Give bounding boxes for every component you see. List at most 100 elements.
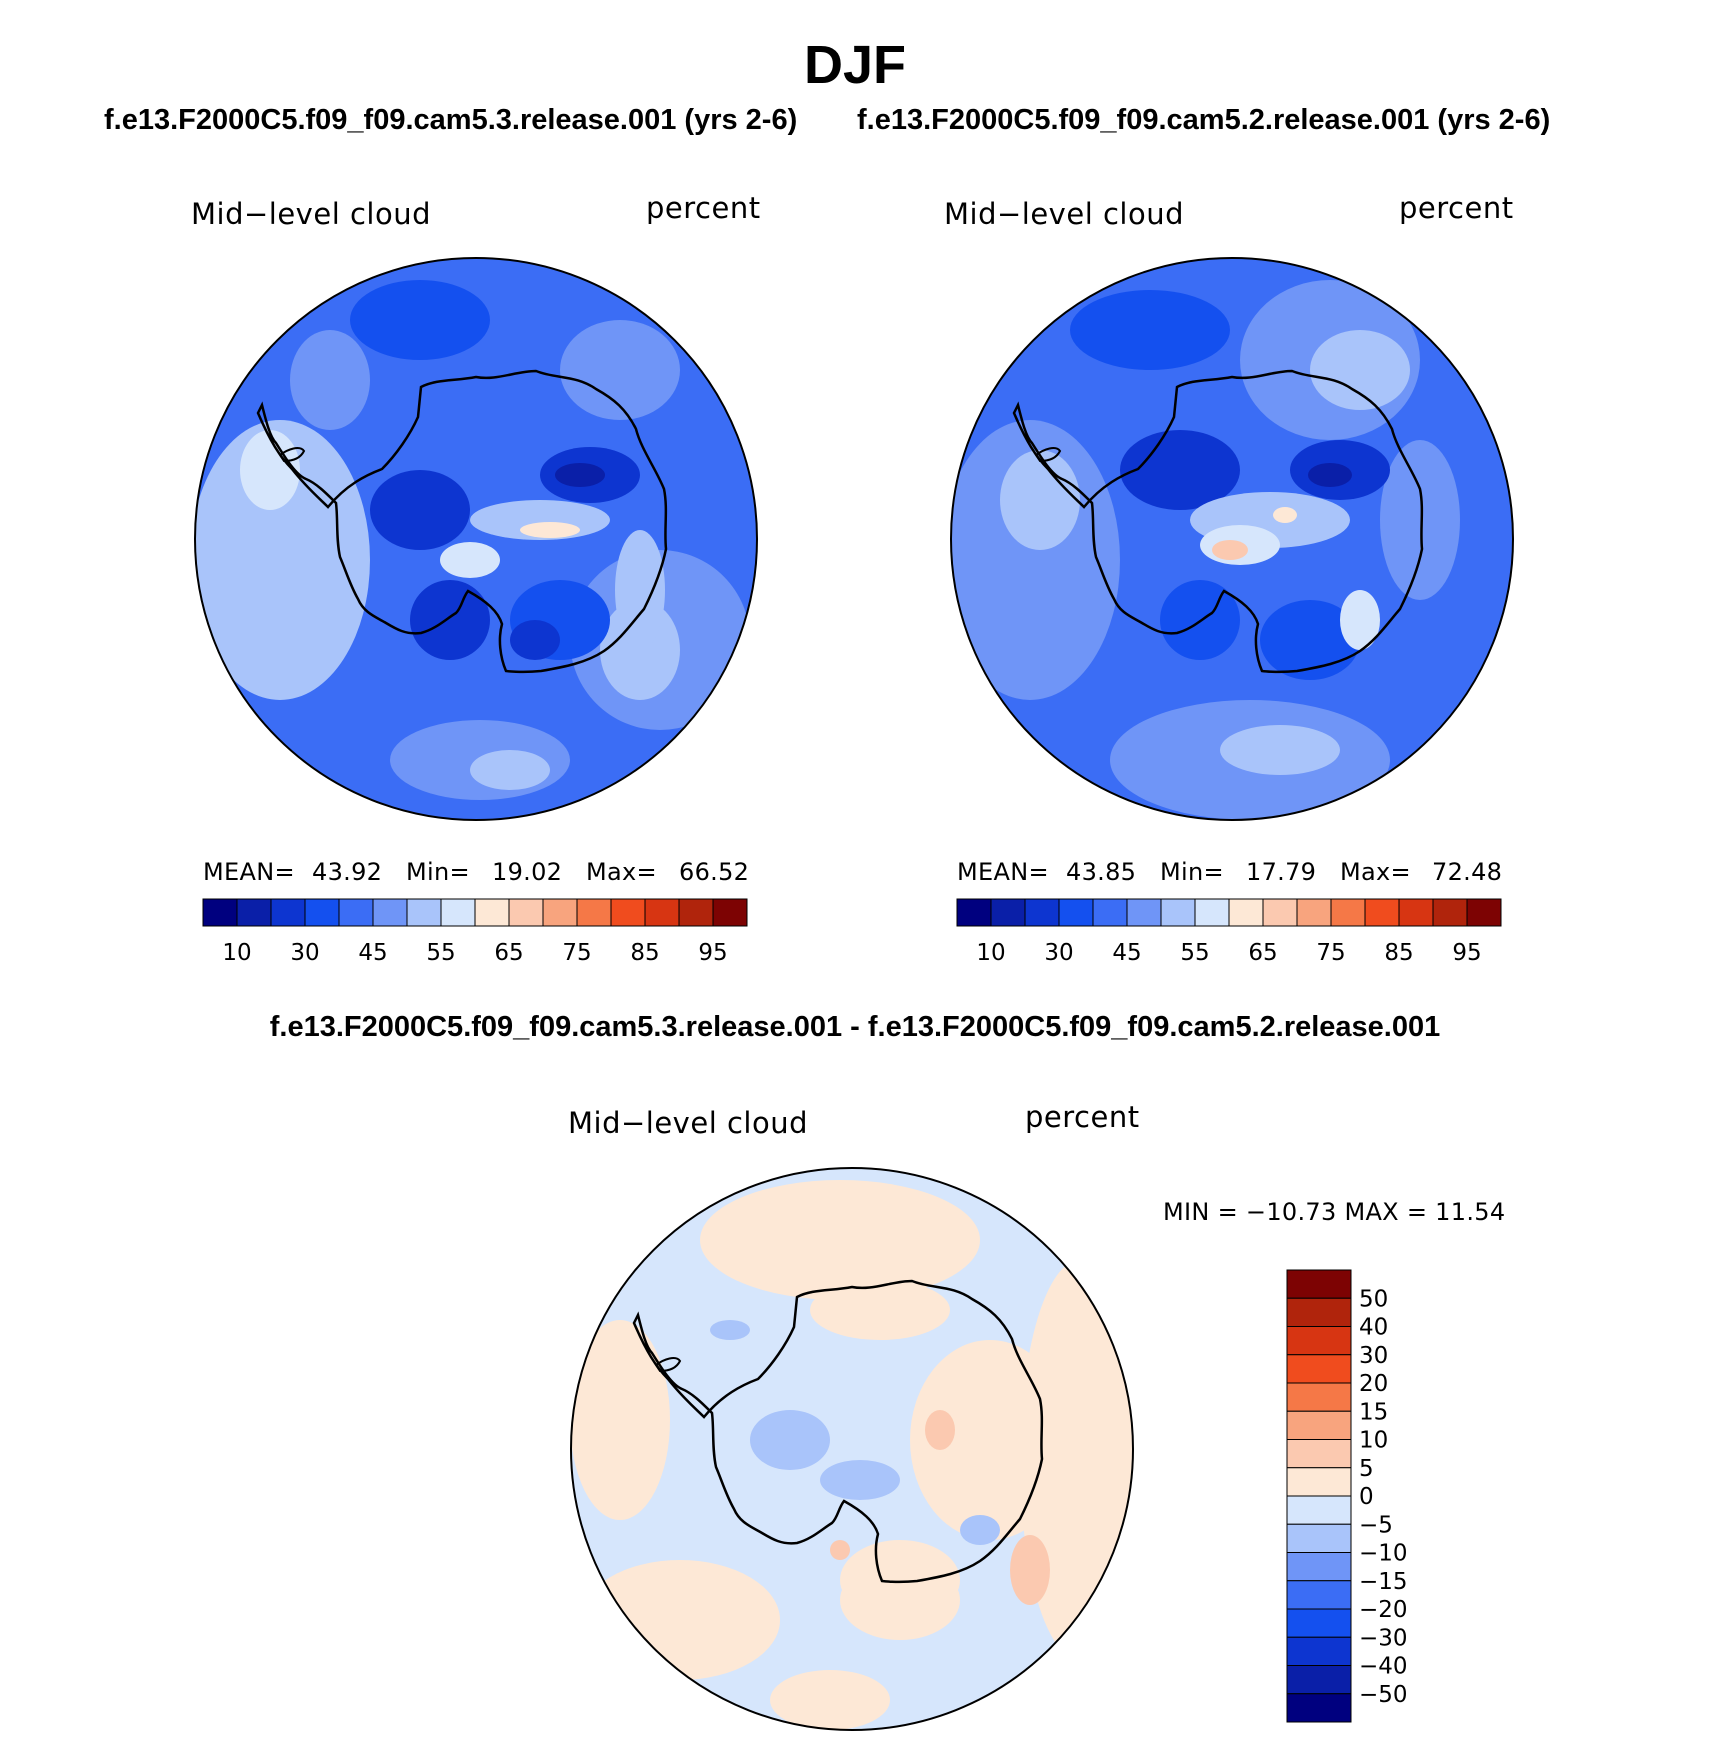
difference-colorbar-box <box>1286 1523 1352 1553</box>
panel2-colorbar-tick-label: 75 <box>1316 940 1345 966</box>
panel1-colorbar-box <box>270 898 306 927</box>
difference-colorbar-box <box>1286 1410 1352 1440</box>
panel1-colorbar-box <box>236 898 272 927</box>
panel1-mean-value: 43.92 <box>312 858 383 886</box>
panel2-max-value: 72.48 <box>1432 858 1503 886</box>
panel1-colorbar-box <box>440 898 476 927</box>
difference-colorbar-tick-label: 10 <box>1359 1428 1388 1454</box>
difference-colorbar-tick-label: −10 <box>1359 1541 1408 1567</box>
difference-minmax-text: MIN = −10.73 MAX = 11.54 <box>1163 1198 1506 1226</box>
panel2-colorbar-tick-label: 95 <box>1452 940 1481 966</box>
panel1-variable-label: Mid−level cloud <box>191 197 431 231</box>
difference-colorbar-box <box>1286 1552 1352 1582</box>
difference-colorbar-tick-label: −50 <box>1359 1682 1408 1708</box>
difference-title: f.e13.F2000C5.f09_f09.cam5.3.release.001… <box>269 1011 1441 1043</box>
panel2-colorbar-box <box>1262 898 1298 927</box>
difference-colorbar-box <box>1286 1269 1352 1299</box>
panel2-colorbar-tick-label: 45 <box>1112 940 1141 966</box>
panel2-colorbar-box <box>1432 898 1468 927</box>
panel2-colorbar-box <box>1364 898 1400 927</box>
panel2-colorbar-box <box>1466 898 1502 927</box>
panel1-map <box>195 258 757 820</box>
panel2-colorbar-box <box>1058 898 1094 927</box>
panel1-colorbar-tick-label: 10 <box>222 940 251 966</box>
panel2-mean-label: MEAN= <box>957 858 1049 886</box>
difference-colorbar-box <box>1286 1608 1352 1638</box>
panel2-colorbar-box <box>1194 898 1230 927</box>
difference-colorbar-tick-label: 15 <box>1359 1399 1388 1425</box>
difference-colorbar-box <box>1286 1354 1352 1384</box>
panel2-colorbar-tick-label: 85 <box>1384 940 1413 966</box>
difference-colorbar-box <box>1286 1665 1352 1695</box>
panel1-colorbar-tick-label: 45 <box>358 940 387 966</box>
difference-units-label: percent <box>1025 1100 1140 1134</box>
panel1-colorbar-box <box>474 898 510 927</box>
panel1-max-value: 66.52 <box>679 858 750 886</box>
panel2-colorbar-box <box>1330 898 1366 927</box>
panel2-mean-value: 43.85 <box>1066 858 1137 886</box>
panel2-colorbar-box <box>1092 898 1128 927</box>
difference-colorbar-tick-label: −15 <box>1359 1569 1408 1595</box>
panel2-colorbar-box <box>1126 898 1162 927</box>
difference-colorbar-tick-label: −5 <box>1359 1512 1393 1538</box>
panel2-case-title: f.e13.F2000C5.f09_f09.cam5.2.release.001… <box>857 104 1551 136</box>
panel1-colorbar-tick-label: 95 <box>698 940 727 966</box>
difference-colorbar-box <box>1286 1382 1352 1412</box>
panel2-colorbar-tick-label: 30 <box>1044 940 1073 966</box>
panel1-colorbar-box <box>678 898 714 927</box>
panel2-colorbar-tick-label: 65 <box>1248 940 1277 966</box>
panel1-colorbar-box <box>542 898 578 927</box>
difference-variable-label: Mid−level cloud <box>568 1106 808 1140</box>
panel1-min-label: Min= <box>406 858 470 886</box>
panel1-mean-label: MEAN= <box>203 858 295 886</box>
panel2-colorbar: 10 30 45 55 65 75 85 95 <box>956 898 1502 966</box>
panel2-colorbar-box <box>956 898 992 927</box>
panel1-colorbar-tick-label: 65 <box>494 940 523 966</box>
difference-colorbar-tick-label: 30 <box>1359 1343 1388 1369</box>
panel2-colorbar-box <box>990 898 1026 927</box>
panel2-colorbar-tick-label: 55 <box>1180 940 1209 966</box>
difference-colorbar-box <box>1286 1693 1352 1723</box>
panel2-variable-label: Mid−level cloud <box>944 197 1184 231</box>
panel2-map <box>951 258 1513 820</box>
difference-colorbar-tick-label: 5 <box>1359 1456 1374 1482</box>
panel1-colorbar-box <box>202 898 238 927</box>
difference-colorbar-box <box>1286 1580 1352 1610</box>
difference-colorbar-tick-label: −20 <box>1359 1597 1408 1623</box>
panel1-colorbar-box <box>406 898 442 927</box>
panel2-colorbar-box <box>1024 898 1060 927</box>
difference-colorbar-tick-label: 40 <box>1359 1315 1388 1341</box>
panel1-colorbar-box <box>712 898 748 927</box>
panel1-colorbar: 10 30 45 55 65 75 85 95 <box>202 898 748 966</box>
difference-colorbar-tick-label: 50 <box>1359 1286 1388 1312</box>
difference-colorbar-box <box>1286 1467 1352 1497</box>
season-title: DJF <box>803 35 906 95</box>
panel1-colorbar-box <box>644 898 680 927</box>
panel1-colorbar-box <box>338 898 374 927</box>
panel1-colorbar-box <box>576 898 612 927</box>
panel1-colorbar-tick-label: 30 <box>290 940 319 966</box>
panel1-colorbar-box <box>508 898 544 927</box>
difference-map <box>571 1168 1133 1730</box>
difference-colorbar-tick-label: −30 <box>1359 1625 1408 1651</box>
difference-colorbar-box <box>1286 1439 1352 1469</box>
panel2-colorbar-tick-label: 10 <box>976 940 1005 966</box>
panel2-colorbar-box <box>1398 898 1434 927</box>
panel1-colorbar-box <box>304 898 340 927</box>
panel1-units-label: percent <box>646 191 761 225</box>
difference-colorbar-tick-label: 20 <box>1359 1371 1388 1397</box>
panel2-min-value: 17.79 <box>1246 858 1317 886</box>
difference-colorbar-box <box>1286 1326 1352 1356</box>
difference-colorbar-box <box>1286 1636 1352 1666</box>
difference-colorbar-box <box>1286 1297 1352 1327</box>
panel1-max-label: Max= <box>586 858 657 886</box>
panel1-colorbar-box <box>610 898 646 927</box>
panel2-colorbar-box <box>1228 898 1264 927</box>
panel1-case-title: f.e13.F2000C5.f09_f09.cam5.3.release.001… <box>104 104 798 136</box>
panel2-max-label: Max= <box>1340 858 1411 886</box>
panel2-min-label: Min= <box>1160 858 1224 886</box>
panel2-colorbar-box <box>1160 898 1196 927</box>
panel2-units-label: percent <box>1399 191 1514 225</box>
